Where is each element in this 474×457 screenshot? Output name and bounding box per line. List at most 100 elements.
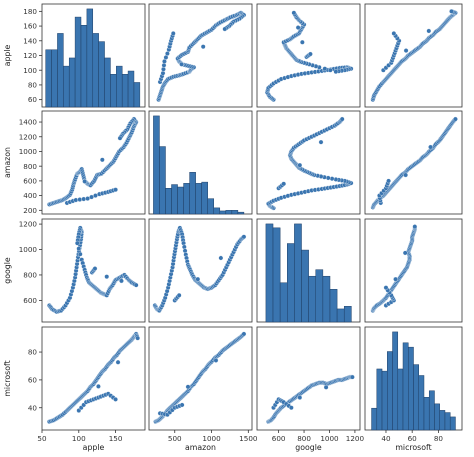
point-apple-amazon-37-2 [165,51,170,56]
ytick-label-apple-120: 120 [23,51,37,60]
hist-bar-apple-7 [86,8,94,108]
hist-bar-amazon-13 [231,210,239,215]
ytick-label-google-800: 800 [23,271,37,280]
point-amazon-apple-37-2 [93,193,98,198]
xtick-label-microsoft-80: 80 [434,434,444,443]
xlabel-google: google [295,443,322,452]
point-amazon-apple-36-1 [77,197,83,202]
point-apple-amazon-36-1 [161,66,166,72]
hist-bar-apple-9 [98,41,105,108]
hist-bar-microsoft-2 [381,370,388,431]
point-apple-microsoft-29-2 [403,48,409,53]
point-amazon-microsoft-28 [453,116,458,122]
hist-bar-microsoft-15 [449,416,456,431]
hist-bar-amazon-5 [183,183,190,215]
panel-frame-apple-amazon [148,3,253,108]
xtick-label-google-600: 600 [272,434,286,443]
hist-bar-google-0 [265,223,274,323]
point-google-amazon-14 [181,240,186,246]
hist-bar-amazon-10 [213,207,221,215]
ytick-label-amazon-1400: 1400 [19,118,38,127]
point-microsoft-google-24-1 [323,384,329,390]
hist-bar-microsoft-6 [402,342,409,431]
point-google-apple-15 [74,240,80,246]
panel-frame-google-apple [41,218,146,323]
hist-bar-amazon-6 [189,172,196,215]
point-amazon-apple-36-2 [81,196,87,202]
point-amazon-microsoft-28-2 [403,172,409,178]
point-google-amazon-14-1 [181,244,187,250]
hist-bar-microsoft-13 [439,410,446,431]
xtick-label-amazon-1000: 1000 [202,434,221,443]
point-google-apple-33 [133,282,139,288]
ytick-label-apple-180: 180 [23,7,37,16]
ytick-label-amazon-400: 400 [23,191,37,200]
hist-bar-google-7 [315,269,324,323]
hist-bar-apple-14 [127,70,135,108]
xtick-label-google-800: 800 [297,434,311,443]
point-apple-microsoft-35 [391,31,397,36]
ytick-label-apple-80: 80 [28,81,38,90]
xlabel-microsoft: microsoft [395,443,431,452]
hist-bar-apple-11 [110,74,117,108]
hist-bar-amazon-9 [207,198,214,215]
point-microsoft-google-24-2 [297,395,303,400]
point-apple-google-33-2 [299,39,305,45]
ytick-label-microsoft-40: 40 [28,403,38,412]
xtick-label-google-1200: 1200 [346,434,365,443]
point-amazon-microsoft-32 [386,178,391,184]
hist-bar-microsoft-10 [423,397,430,431]
point-amazon-apple-34-2 [82,179,88,184]
hist-bar-amazon-12 [225,210,233,215]
xtick-label-google-1000: 1000 [320,434,339,443]
ytick-label-google-600: 600 [23,296,37,305]
point-apple-amazon-36-2 [161,62,167,68]
point-apple-google-33 [291,10,297,16]
hist-bar-amazon-3 [171,184,178,215]
xtick-label-apple-150: 150 [109,434,123,443]
xtick-label-apple-50: 50 [37,434,47,443]
hist-bar-amazon-2 [165,188,172,215]
point-google-amazon-14-2 [182,248,188,254]
hist-bar-apple-0 [45,49,52,108]
point-apple-amazon-40 [170,31,176,36]
point-apple-microsoft-29-1 [426,28,432,34]
ytick-label-apple-160: 160 [23,22,37,31]
ytick-label-amazon-200: 200 [23,206,37,215]
ytick-label-apple-140: 140 [23,36,37,45]
hist-bar-google-4 [294,223,302,323]
hist-bar-microsoft-1 [376,368,383,431]
point-apple-google-15 [333,69,339,75]
ylabel-apple: apple [3,44,12,66]
point-apple-amazon-37 [162,59,167,64]
hist-bar-google-10 [336,308,345,323]
panel-frame-microsoft-apple [41,326,146,431]
point-google-amazon-35 [176,292,182,298]
hist-bar-microsoft-4 [392,331,399,431]
point-google-microsoft-24 [412,224,418,230]
hist-bar-apple-8 [92,33,99,108]
hist-bar-apple-13 [121,74,129,108]
hist-bar-apple-15 [133,82,141,108]
point-google-apple-15-1 [76,246,82,252]
hist-bar-apple-2 [57,33,64,108]
point-microsoft-apple-35 [113,397,118,402]
point-google-amazon-33-2 [195,276,201,282]
ytick-label-amazon-800: 800 [23,162,37,171]
point-google-microsoft-28 [383,285,389,291]
ytick-label-google-1000: 1000 [19,245,38,254]
hist-bar-microsoft-12 [434,403,440,431]
hist-bar-microsoft-11 [428,390,435,431]
point-amazon-google-33 [339,116,345,122]
hist-bar-amazon-7 [195,183,202,215]
panel-frame-microsoft-google [256,326,361,431]
point-amazon-apple-34 [117,135,123,141]
hist-bar-microsoft-7 [408,346,414,431]
point-apple-amazon-36 [160,70,166,76]
point-apple-google-15-2 [322,66,328,72]
hist-bar-microsoft-9 [418,375,425,431]
ylabel-amazon: amazon [3,147,12,178]
point-apple-amazon-34-1 [200,44,206,50]
ylabel-microsoft: microsoft [3,360,12,396]
hist-bar-microsoft-14 [444,412,451,431]
